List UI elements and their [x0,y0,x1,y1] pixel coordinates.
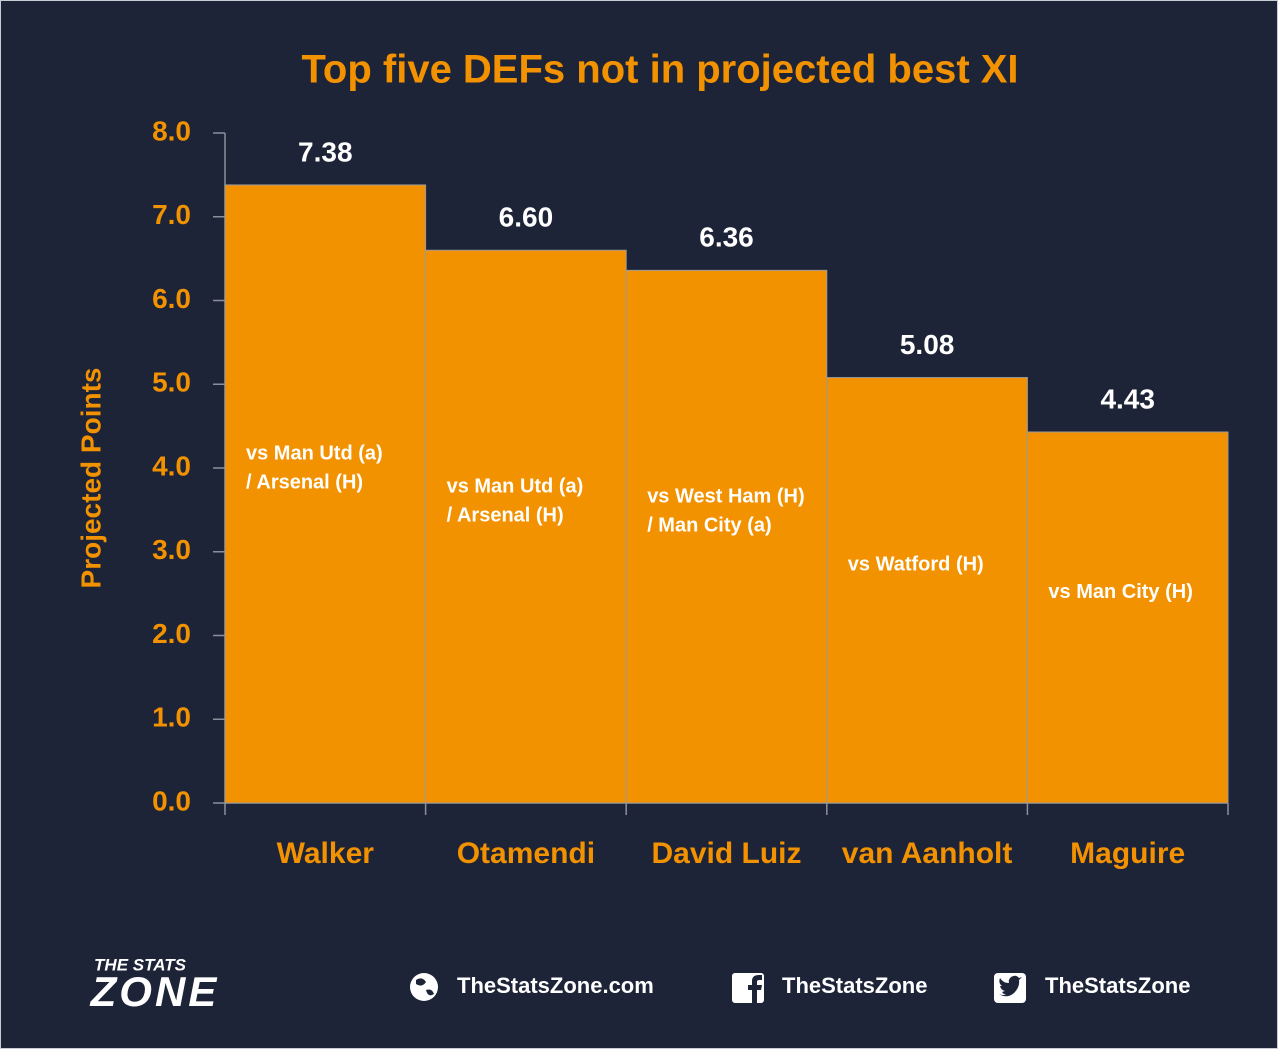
bar [1026,431,1229,804]
chart-title: Top five DEFs not in projected best XI [301,48,1018,92]
y-tick-label: 2.0 [152,618,191,649]
y-tick-label: 7.0 [152,199,191,230]
x-tick-label: David Luiz [651,837,801,870]
bar-annotation: / Man City (a) [647,514,771,536]
logo-top: THE STATS [94,955,187,974]
y-tick-label: 0.0 [152,785,191,816]
bar [826,377,1028,804]
bar-annotation: vs Man City (H) [1048,581,1192,603]
bar [425,249,627,804]
bar [625,269,828,804]
y-axis-label: Projected Points [75,368,106,589]
footer: THE STATS ZONE TheStatsZone.com TheStats… [90,955,1191,1015]
value-label: 7.38 [298,136,353,167]
y-tick-label: 8.0 [152,115,191,146]
y-tick-label: 6.0 [152,283,191,314]
facebook-f [748,975,762,1003]
y-tick-label: 5.0 [152,367,191,398]
bar-annotation: vs Watford (H) [848,554,984,576]
y-tick-label: 3.0 [152,534,191,565]
bar-annotation: / Arsenal (H) [246,472,363,494]
x-tick-label: Maguire [1070,837,1185,870]
globe-detail [416,978,434,996]
twitter-handle[interactable]: TheStatsZone [1045,973,1190,998]
x-tick-label: Walker [277,837,375,870]
value-label: 6.36 [699,222,754,253]
value-label: 6.60 [499,202,554,233]
facebook-handle[interactable]: TheStatsZone [782,973,927,998]
globe-icon [410,973,438,1001]
website[interactable]: TheStatsZone.com [457,973,654,998]
bar [224,184,427,804]
bar-annotation: vs Man Utd (a) [246,443,383,465]
logo-bottom: ZONE [90,968,220,1015]
value-label: 5.08 [900,329,955,360]
twitter-bird [999,975,1022,997]
y-tick-label: 4.0 [152,450,191,481]
x-tick-label: van Aanholt [842,837,1013,870]
bar-annotation: / Arsenal (H) [447,504,564,526]
bar-annotation: vs West Ham (H) [647,485,804,507]
value-label: 4.43 [1100,383,1155,414]
x-tick-label: Otamendi [457,837,595,870]
bar-annotation: vs Man Utd (a) [447,475,584,497]
y-tick-label: 1.0 [152,702,191,733]
